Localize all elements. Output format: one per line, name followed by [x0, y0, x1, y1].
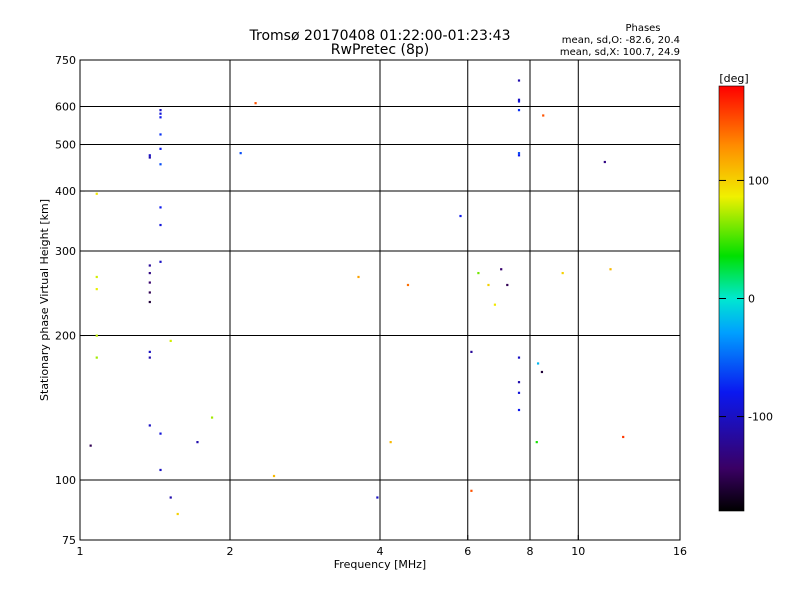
- echo-point-19: [159, 133, 162, 136]
- y-tick-label-400: 400: [55, 185, 76, 198]
- echo-point-47: [517, 79, 521, 82]
- x-tick-label-6: 6: [464, 545, 471, 558]
- chart-title: Tromsø 20170408 01:22:00-01:23:43: [249, 28, 511, 44]
- y-tick-label-75: 75: [62, 534, 76, 547]
- echo-point-13: [148, 424, 151, 427]
- echo-point-32: [239, 152, 242, 155]
- echo-point-53: [517, 356, 521, 359]
- echo-point-12: [148, 356, 151, 359]
- legend-line-o: mean, sd,O: -82.6, 20.4: [562, 35, 680, 46]
- echo-point-54: [517, 381, 521, 384]
- echo-point-7: [148, 271, 151, 275]
- echo-point-64: [622, 435, 625, 439]
- echo-point-30: [196, 441, 199, 444]
- colorbar-tick-label-100: 100: [748, 174, 769, 187]
- echo-point-8: [148, 281, 151, 284]
- echo-point-3: [95, 288, 98, 291]
- echo-point-63: [609, 268, 612, 271]
- echo-point-58: [536, 362, 540, 365]
- echo-point-29: [176, 512, 179, 516]
- echo-points: [89, 79, 625, 516]
- echo-point-35: [357, 275, 360, 279]
- x-tick-label-16: 16: [673, 545, 687, 558]
- echo-point-45: [500, 268, 503, 271]
- echo-point-43: [487, 283, 490, 287]
- echo-point-59: [540, 370, 544, 374]
- echo-point-55: [517, 391, 521, 394]
- echo-point-41: [470, 350, 473, 353]
- echo-point-33: [254, 102, 257, 105]
- echo-point-25: [159, 432, 162, 435]
- y-tick-label-600: 600: [55, 101, 76, 114]
- echo-point-49: [517, 100, 521, 103]
- echo-point-6: [148, 264, 151, 267]
- echo-point-61: [561, 271, 564, 275]
- echo-point-44: [493, 303, 497, 306]
- echo-point-16: [159, 109, 162, 112]
- echo-point-10: [148, 300, 151, 304]
- y-tick-label-100: 100: [55, 474, 76, 487]
- echo-point-2: [95, 275, 98, 279]
- y-axis-ticks: 75 100 200 300 400 500 600 750: [55, 54, 85, 547]
- echo-point-40: [470, 489, 473, 492]
- echo-point-37: [389, 441, 392, 444]
- y-tick-label-500: 500: [55, 139, 76, 152]
- echo-point-24: [159, 260, 162, 263]
- echo-point-27: [169, 339, 172, 343]
- echo-point-56: [517, 408, 521, 412]
- colorbar-label: [deg]: [719, 72, 748, 85]
- grid-lines: [80, 60, 680, 540]
- x-tick-label-2: 2: [227, 545, 234, 558]
- echo-point-22: [159, 206, 162, 209]
- y-tick-label-200: 200: [55, 330, 76, 343]
- echo-point-48: [517, 98, 521, 101]
- colorbar-ticks: 100 0 -100: [719, 174, 773, 424]
- echo-point-23: [159, 223, 162, 227]
- x-tick-label-10: 10: [571, 545, 585, 558]
- echo-point-46: [506, 283, 509, 287]
- x-axis-ticks: 1 2 4 6 8 10 16: [77, 535, 687, 558]
- echo-point-1: [95, 192, 98, 195]
- colorbar-tick-label-0: 0: [748, 293, 755, 306]
- echo-point-20: [159, 147, 162, 150]
- echo-point-9: [148, 291, 151, 294]
- echo-point-51: [517, 152, 521, 155]
- echo-point-17: [159, 112, 162, 115]
- x-tick-label-8: 8: [527, 545, 534, 558]
- echo-point-15: [148, 156, 151, 159]
- echo-point-39: [459, 214, 462, 218]
- echo-point-28: [169, 496, 172, 499]
- colorbar-tick-label--100: -100: [748, 411, 773, 424]
- y-tick-label-300: 300: [55, 245, 76, 258]
- echo-point-21: [159, 163, 162, 166]
- echo-point-38: [406, 283, 410, 287]
- echo-point-26: [159, 468, 162, 472]
- y-axis-label: Stationary phase Virtual Height [km]: [38, 199, 51, 401]
- echo-point-57: [535, 441, 538, 444]
- chart-subtitle: RwPretec (8p): [331, 42, 429, 58]
- legend-line-x: mean, sd,X: 100.7, 24.9: [560, 47, 680, 58]
- echo-point-0: [89, 444, 92, 447]
- echo-point-52: [517, 154, 521, 157]
- echo-point-5: [95, 356, 98, 359]
- echo-point-18: [159, 116, 162, 119]
- echo-point-36: [376, 496, 379, 499]
- echo-point-42: [477, 271, 480, 275]
- echo-point-50: [517, 109, 521, 112]
- echo-point-60: [542, 114, 545, 117]
- y-tick-label-750: 750: [55, 54, 76, 67]
- echo-point-31: [210, 416, 214, 419]
- echo-point-4: [95, 334, 98, 337]
- echo-point-62: [603, 160, 606, 164]
- echo-point-34: [272, 474, 276, 478]
- x-tick-label-4: 4: [377, 545, 384, 558]
- echo-point-14: [148, 154, 151, 157]
- echo-point-11: [148, 350, 151, 353]
- legend-title: Phases: [625, 23, 660, 34]
- x-axis-label: Frequency [MHz]: [334, 558, 426, 571]
- x-tick-label-1: 1: [77, 545, 84, 558]
